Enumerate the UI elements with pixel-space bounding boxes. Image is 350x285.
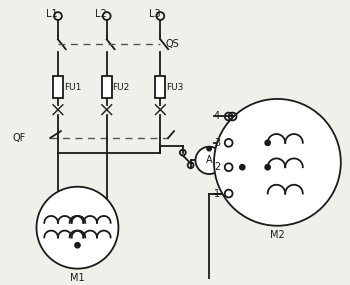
Circle shape — [214, 99, 341, 226]
Text: M1: M1 — [70, 273, 85, 283]
Bar — [102, 76, 112, 98]
Circle shape — [265, 141, 270, 145]
Text: FU1: FU1 — [64, 83, 81, 92]
Bar — [155, 76, 165, 98]
Text: L3: L3 — [149, 9, 160, 19]
Text: 1: 1 — [214, 189, 220, 199]
Text: 4: 4 — [214, 111, 220, 121]
Circle shape — [240, 165, 245, 170]
Circle shape — [36, 187, 118, 269]
Text: M2: M2 — [270, 231, 285, 241]
Text: FU3: FU3 — [166, 83, 184, 92]
Text: QS: QS — [165, 39, 179, 49]
Circle shape — [196, 147, 223, 174]
Text: A: A — [206, 155, 212, 165]
Text: 2: 2 — [214, 162, 220, 172]
Circle shape — [207, 147, 211, 151]
Text: QF: QF — [12, 133, 25, 143]
Bar — [53, 76, 63, 98]
Text: L1: L1 — [46, 9, 58, 19]
Text: L2: L2 — [95, 9, 107, 19]
Text: 3: 3 — [214, 138, 220, 148]
Circle shape — [75, 243, 80, 248]
Circle shape — [265, 165, 270, 170]
Text: FU2: FU2 — [113, 83, 130, 92]
